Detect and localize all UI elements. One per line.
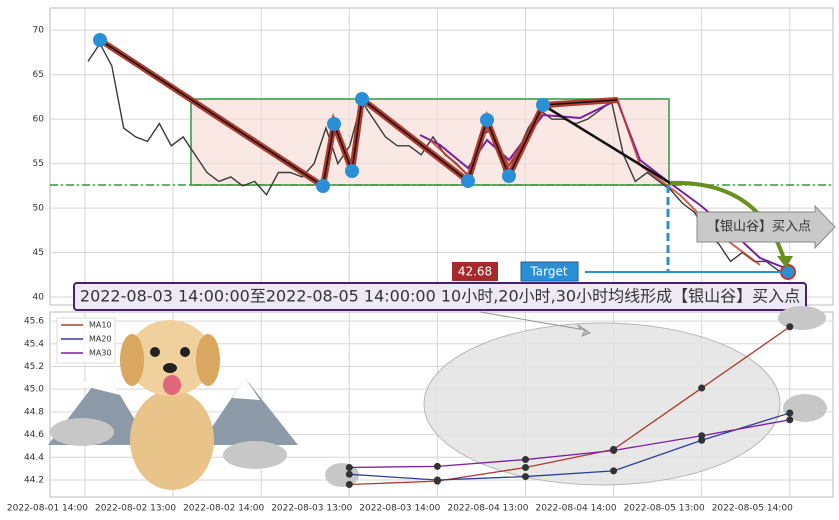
signal-arrow-head <box>777 256 793 268</box>
ma-point <box>345 463 353 471</box>
banner-box <box>73 282 807 311</box>
price-label: 42.68 <box>458 265 492 279</box>
price-line <box>87 42 791 274</box>
x-tick-label: 2022-08-01 14:00 <box>7 504 88 514</box>
y-tick-label: 40 <box>33 292 45 302</box>
pivot <box>355 92 369 106</box>
pivot <box>536 98 550 112</box>
banner: 2022-08-03 14:00:00至2022-08-05 14:00:00 … <box>80 287 800 306</box>
dog-nose <box>163 363 177 373</box>
ma-point <box>345 481 353 489</box>
signal-box <box>696 204 836 250</box>
y-tick-label: 50 <box>33 204 45 214</box>
dog-ear <box>196 334 220 386</box>
y-tick-label: 44.8 <box>24 407 44 417</box>
x-tick-label: 2022-08-05 13:00 <box>624 504 705 514</box>
dog-eye <box>150 347 160 357</box>
pivot <box>316 179 330 193</box>
dog-body <box>130 390 214 490</box>
x-tick-label: 2022-08-02 13:00 <box>95 504 176 514</box>
y-tick-label: 44.2 <box>24 475 44 485</box>
price-box <box>452 262 498 281</box>
pivot <box>345 164 359 178</box>
signal-arrow <box>669 180 787 263</box>
x-tick-label: 2022-08-04 14:00 <box>535 504 616 514</box>
y-tick-label: 45 <box>33 248 44 258</box>
pivot <box>93 33 107 47</box>
mountain <box>200 378 298 445</box>
ingot <box>783 394 827 422</box>
x-tick-label: 2022-08-02 14:00 <box>183 504 264 514</box>
ma-point <box>610 446 618 454</box>
ingot <box>223 441 287 469</box>
ma-line <box>349 412 790 481</box>
pivots <box>93 33 796 280</box>
ma-point <box>433 462 441 470</box>
zigzag <box>99 39 618 188</box>
ma-line <box>349 326 791 486</box>
pivot <box>480 113 494 127</box>
ma-point <box>522 473 529 481</box>
pivot <box>502 169 516 183</box>
highlight-ellipse <box>423 322 781 486</box>
decoration <box>48 306 827 490</box>
target-label: Target <box>529 265 567 279</box>
pivot <box>461 174 475 188</box>
y-tick-label: 44.4 <box>24 453 44 463</box>
legend-label: MA20 <box>89 335 112 344</box>
ingot <box>50 418 114 446</box>
ma-point <box>786 416 794 424</box>
y-tick-label: 70 <box>33 26 45 36</box>
legend-label: MA30 <box>89 349 112 358</box>
x-tick-label: 2022-08-05 14:00 <box>712 504 793 514</box>
y-tick-label: 65 <box>33 70 44 80</box>
signal-label: 【银山谷】买入点 <box>707 220 811 235</box>
ingot <box>778 306 826 330</box>
y-tick-label: 55 <box>33 159 44 169</box>
dog-ear <box>120 334 144 386</box>
y-tick-label: 60 <box>33 115 45 125</box>
ma-point <box>698 384 706 392</box>
pivot <box>327 117 341 131</box>
target-box <box>520 261 579 282</box>
ma-point <box>345 470 353 478</box>
dog-tongue <box>163 375 181 395</box>
y-tick-label: 45.4 <box>24 339 44 349</box>
x-tick-label: 2022-08-03 14:00 <box>359 504 440 514</box>
x-tick-label: 2022-08-04 13:00 <box>447 504 528 514</box>
mountain-snow <box>80 370 120 395</box>
ma-point <box>522 463 529 471</box>
x-tick-label: 2022-08-03 13:00 <box>271 504 352 514</box>
trend-line <box>542 103 671 185</box>
ma-point <box>698 432 706 440</box>
y-tick-label: 45.0 <box>24 385 44 395</box>
legend-label: MA10 <box>89 321 112 330</box>
ma-point <box>786 409 794 417</box>
y-tick-label: 45.6 <box>24 317 44 327</box>
dog-eye <box>180 347 190 357</box>
dog-head <box>128 320 212 396</box>
ma-line <box>349 419 790 469</box>
ma-point <box>433 476 441 484</box>
y-tick-label: 45.2 <box>24 362 44 372</box>
ma-point <box>522 456 529 464</box>
ma-point <box>610 467 618 475</box>
mountain-snow <box>232 378 260 400</box>
y-tick-label: 44.6 <box>24 430 44 440</box>
pointer-arrow <box>479 311 592 337</box>
ma-point <box>786 323 794 331</box>
